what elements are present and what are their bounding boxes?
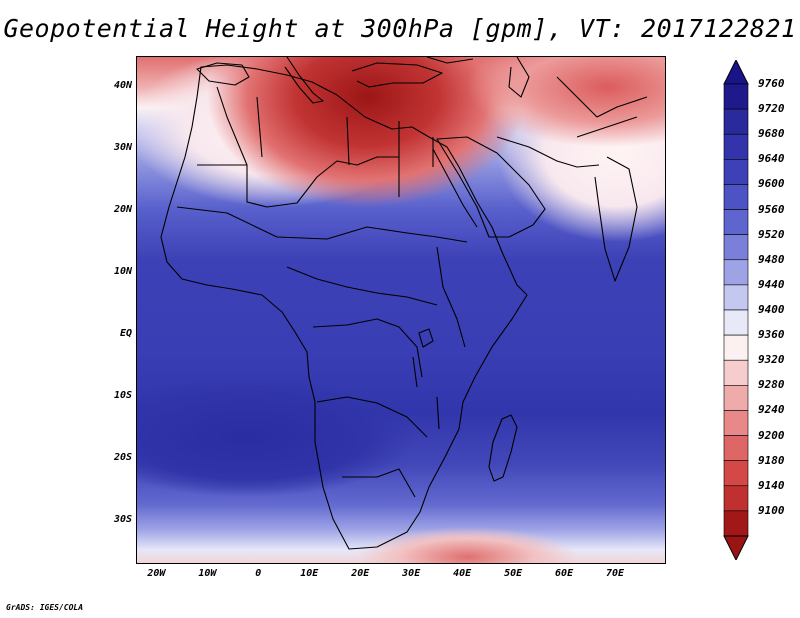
colorbar-level-label: 9640 [758, 152, 785, 166]
lon-tick-label: 10E [300, 568, 319, 579]
colorbar-box [723, 359, 749, 386]
map-plot-area [136, 56, 666, 564]
colorbar-level-label: 9100 [758, 503, 785, 517]
colorbar-box [723, 410, 749, 436]
border-congo [312, 318, 423, 378]
colorbar-box [723, 485, 749, 512]
colorbar-box [723, 460, 749, 487]
greece-turkey-coast [351, 62, 443, 88]
border-libya-egypt [346, 116, 434, 167]
madagascar [488, 414, 518, 482]
border-algeria [216, 86, 263, 166]
colorbar-box [723, 435, 749, 461]
colorbar-box [723, 259, 749, 286]
lat-tick-label: 30S [113, 513, 132, 525]
border-south-africa [342, 468, 416, 498]
border-sahara-west [197, 156, 400, 208]
lat-tick-label: 20S [113, 451, 132, 463]
colorbar-box [723, 334, 749, 361]
colorbar-bottom-arrow [723, 535, 749, 560]
colorbar-box [723, 510, 749, 537]
geopotential-field-map [137, 57, 665, 563]
lon-tick-label: 70E [606, 568, 625, 579]
colorbar-box [723, 133, 749, 160]
africa-coastline [160, 64, 528, 550]
lat-tick-label: 10N [113, 265, 132, 277]
lat-tick-label: 10S [113, 389, 132, 401]
colorbar-level-label: 9140 [758, 478, 785, 492]
lake-victoria [418, 328, 434, 348]
high-south-atlantic [137, 377, 417, 497]
arabian-peninsula [436, 136, 546, 238]
lake-tanganyika [412, 356, 418, 388]
grads-credit: GrADS: IGES/COLA [6, 603, 84, 612]
lon-tick-label: 0 [255, 568, 262, 579]
lake-malawi [436, 396, 440, 430]
colorbar-level-label: 9520 [758, 227, 785, 241]
border-central [286, 266, 438, 306]
colorbar-level-label: 9720 [758, 102, 785, 116]
iberia-coast [196, 62, 250, 86]
colorbar-box [723, 108, 749, 135]
persian-gulf-iran-coast [496, 136, 600, 168]
coastlines-and-borders [160, 57, 648, 550]
colorbar-level-label: 9440 [758, 277, 785, 291]
italy-coast [284, 57, 324, 104]
lon-tick-label: 20W [147, 568, 166, 579]
colorbar [723, 60, 749, 560]
red-sea [432, 148, 478, 228]
colorbar-level-label: 9320 [758, 353, 785, 367]
caspian-black-sea [426, 57, 530, 98]
colorbar-level-label: 9760 [758, 77, 785, 90]
trough-southern-edge [357, 527, 577, 563]
colorbar-level-label: 9600 [758, 177, 785, 191]
colorbar-box [723, 385, 749, 411]
map-title: Geopotential Height at 300hPa [gpm], VT:… [3, 14, 797, 43]
lon-tick-label: 10W [198, 568, 217, 579]
colorbar-level-label: 9180 [758, 453, 785, 467]
border-middle-east [556, 76, 648, 138]
colorbar-level-label: 9480 [758, 252, 785, 266]
lat-tick-label: 20N [113, 203, 132, 215]
india-coast [594, 156, 638, 282]
border-southern [316, 396, 428, 438]
colorbar-box [723, 184, 749, 210]
lon-tick-label: 60E [555, 568, 574, 579]
colorbar-box [723, 309, 749, 336]
colorbar-box [723, 209, 749, 235]
colorbar-box [723, 284, 749, 311]
border-east [436, 246, 466, 348]
colorbar-level-label: 9280 [758, 378, 785, 392]
colorbar-box [723, 83, 749, 110]
colorbar-level-label: 9560 [758, 202, 785, 216]
lon-tick-label: 20E [351, 568, 370, 579]
colorbar-level-label: 9200 [758, 428, 785, 442]
lat-tick-label: EQ [119, 327, 132, 339]
colorbar-level-label: 9240 [758, 403, 785, 417]
border-sahel [176, 206, 468, 243]
colorbar-box [723, 234, 749, 261]
colorbar-box [723, 159, 749, 185]
lat-tick-label: 40N [113, 79, 132, 91]
lon-tick-label: 40E [453, 568, 472, 579]
colorbar-level-label: 9400 [758, 303, 785, 316]
colorbar-level-label: 9680 [758, 127, 785, 141]
trough-mediterranean [207, 57, 527, 207]
colorbar-boxes [723, 60, 749, 560]
lat-tick-label: 30N [113, 141, 132, 153]
lon-tick-label: 30E [402, 568, 421, 579]
colorbar-top-arrow [723, 60, 749, 85]
lon-tick-label: 50E [504, 568, 523, 579]
colorbar-level-label: 9360 [758, 328, 785, 342]
